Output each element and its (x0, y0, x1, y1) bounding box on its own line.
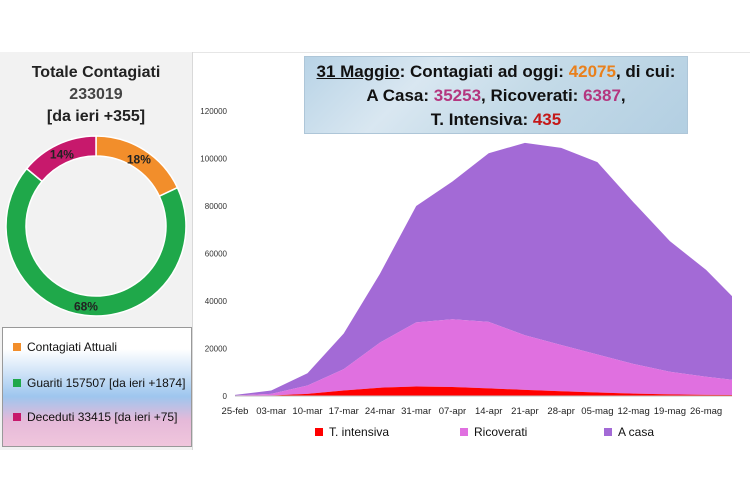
x-tick-label: 21-apr (511, 406, 538, 417)
summary-header: Totale Contagiati 233019 [da ieri +355] (0, 62, 192, 128)
x-tick-label: 07-apr (439, 406, 466, 417)
x-tick-label: 05-mag (581, 406, 613, 417)
headline-banner: 31 Maggio: Contagiati ad oggi: 42075, di… (304, 56, 688, 134)
legend-swatch-attuali (13, 343, 21, 351)
donut-slice-deceduti (25, 135, 97, 183)
y-tick-label: 40000 (205, 297, 228, 306)
legend-item-attuali: Contagiati Attuali (13, 340, 117, 354)
x-tick-label: 12-mag (618, 406, 650, 417)
legend-label-t-intensiva: T. intensiva (329, 425, 389, 439)
donut-label-attuali: 18% (127, 152, 151, 166)
legend-swatch-a-casa (604, 428, 612, 436)
y-tick-label: 60000 (205, 250, 228, 259)
area-t-intensiva (235, 386, 732, 396)
x-tick-label: 19-mag (654, 406, 686, 417)
banner-hosp-value: 6387 (583, 86, 621, 105)
x-tick-label: 24-mar (365, 406, 395, 417)
banner-home-label: A Casa: (366, 86, 434, 105)
legend-label-ricoverati: Ricoverati (474, 425, 527, 439)
banner-home-value: 35253 (433, 86, 482, 105)
y-tick-label: 120000 (200, 107, 227, 116)
banner-sep2: , di cui: (615, 62, 676, 81)
banner-line-2: A Casa: 35253, Ricoverati: 6387, (305, 86, 687, 106)
legend-item-guariti: Guariti 157507 [da ieri +1874] (13, 376, 185, 390)
x-tick-label: 31-mar (401, 406, 431, 417)
legend-item-deceduti: Deceduti 33415 [da ieri +75] (13, 410, 177, 424)
donut-slice-guariti (5, 167, 187, 317)
banner-icu-label: T. Intensiva: (430, 110, 533, 129)
banner-hosp-label: , Ricoverati: (481, 86, 584, 105)
banner-line-3: T. Intensiva: 435 (305, 110, 687, 130)
area-chart: 0 20000 40000 60000 80000 100000 120000 25-feb 0… (200, 107, 732, 439)
banner-icu-value: 435 (532, 110, 562, 129)
legend-label-guariti: Guariti 157507 [da ieri +1874] (27, 376, 186, 390)
x-tick-label: 28-apr (547, 406, 574, 417)
donut-label-guariti: 68% (74, 299, 98, 313)
legend-swatch-t-intensiva (315, 428, 323, 436)
donut-label-deceduti: 14% (50, 148, 74, 162)
x-tick-label: 10-mar (292, 406, 322, 417)
x-tick-label: 26-mag (690, 406, 722, 417)
x-tick-label: 25-feb (222, 406, 249, 417)
banner-sep1: : Contagiati ad oggi: (399, 62, 569, 81)
legend-label-a-casa: A casa (618, 425, 654, 439)
donut-chart: 18% 68% 14% (5, 135, 187, 317)
summary-delta: [da ieri +355] (46, 108, 146, 125)
summary-title: Totale Contagiati (31, 64, 161, 81)
area-ricoverati (235, 319, 732, 396)
summary-total: 233019 (69, 86, 123, 103)
top-strip (0, 0, 750, 52)
legend-label-deceduti: Deceduti 33415 [da ieri +75] (27, 410, 178, 424)
donut-legend: Contagiati Attuali Guariti 157507 [da ie… (2, 327, 192, 447)
y-tick-label: 20000 (205, 345, 228, 354)
legend-swatch-deceduti (13, 413, 21, 421)
y-tick-label: 0 (223, 392, 228, 401)
legend-swatch-guariti (13, 379, 21, 387)
y-tick-label: 80000 (205, 202, 228, 211)
x-tick-label: 03-mar (256, 406, 286, 417)
banner-date: 31 Maggio (316, 62, 400, 81)
banner-total-current: 42075 (568, 62, 616, 81)
x-tick-label: 17-mar (329, 406, 359, 417)
legend-label-attuali: Contagiati Attuali (27, 340, 118, 354)
banner-line-1: 31 Maggio: Contagiati ad oggi: 42075, di… (305, 62, 687, 82)
area-a-casa (235, 142, 732, 396)
banner-hosp-end: , (620, 86, 626, 105)
y-tick-label: 100000 (200, 155, 227, 164)
x-tick-label: 14-apr (475, 406, 502, 417)
legend-swatch-ricoverati (460, 428, 468, 436)
